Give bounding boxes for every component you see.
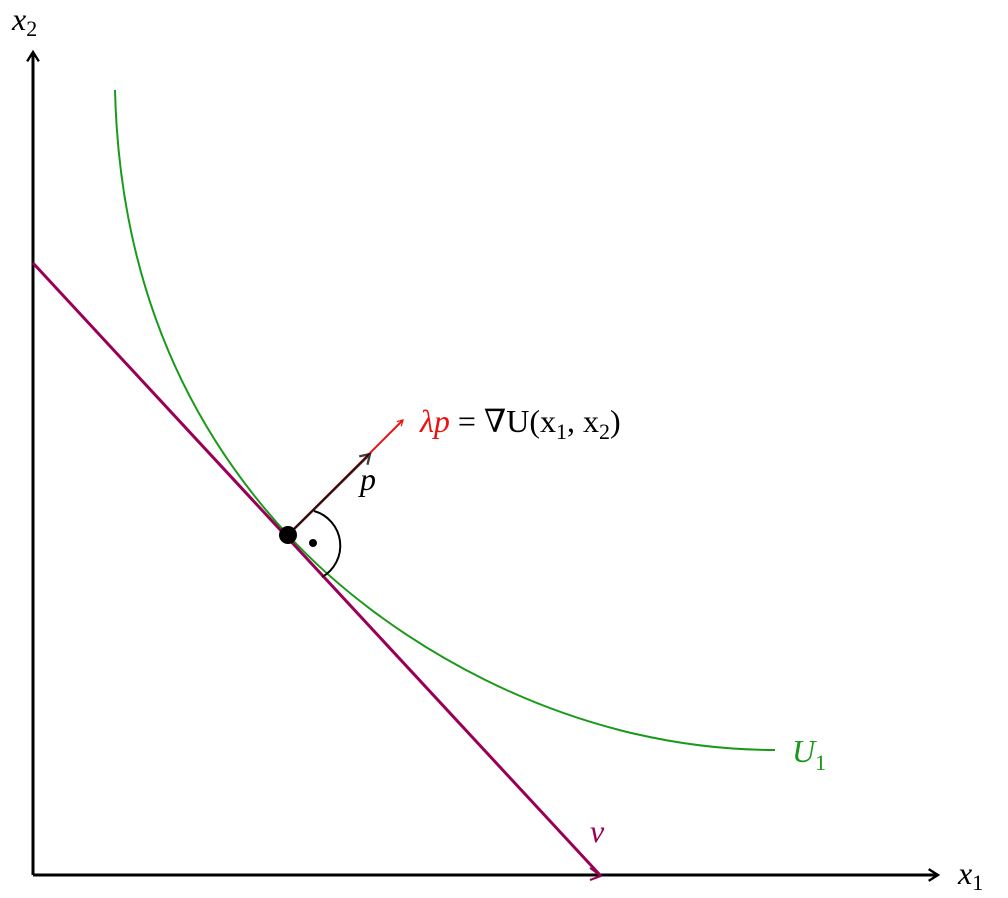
curve-label: U1	[792, 733, 826, 775]
price-label: p	[358, 461, 376, 497]
vector-label: v⃗	[590, 813, 629, 849]
gradient-label: λp = ∇U(x1, x2)	[419, 403, 621, 444]
right-angle-arc	[313, 510, 342, 578]
price-arrow	[287, 452, 372, 536]
optimum-point	[279, 526, 297, 544]
x-axis-label: x1	[957, 855, 983, 895]
y-axis-label: x2	[11, 1, 37, 41]
right-angle-dot	[309, 539, 317, 547]
budget-line	[31, 261, 602, 877]
vector-arrowhead	[589, 867, 604, 881]
